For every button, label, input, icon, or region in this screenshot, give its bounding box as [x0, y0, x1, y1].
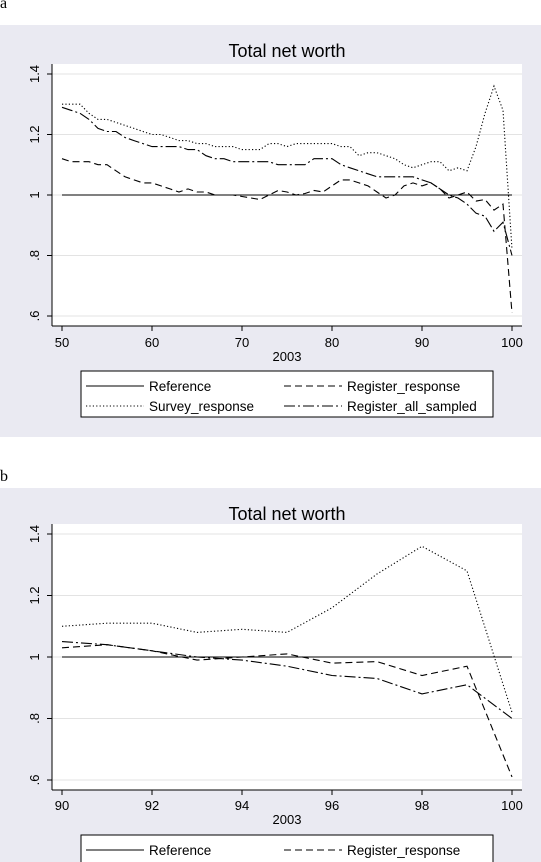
- legend-label: Register_all_sampled: [347, 399, 477, 414]
- chart-a: .6 .8 1 1.2 1.4 50 60 70 80 90 100 Total net worth 2…: [0, 25, 541, 437]
- y-tick-label: 1.4: [27, 65, 42, 83]
- series-line-register-all-sampled: [61, 106, 513, 256]
- series-line-register-response: [61, 158, 513, 314]
- legend-label: Register_response: [347, 843, 460, 858]
- legend-label: Reference: [149, 843, 211, 858]
- x-axis-label: 2003: [273, 812, 302, 827]
- legend-box: [80, 834, 494, 862]
- x-tick-label: 100: [501, 335, 523, 350]
- chart-b: .6 .8 1 1.2 1.4 90 92 94 96 98 100 Total net worth 2…: [0, 488, 541, 862]
- x-axis-label: 2003: [273, 349, 302, 364]
- series-line-survey-response: [61, 545, 513, 713]
- panel-letter-b: b: [0, 468, 8, 485]
- y-tick-label: 1.4: [27, 525, 42, 543]
- legend-box: [80, 370, 494, 418]
- x-tick-label: 98: [415, 798, 429, 813]
- y-tick-label: 1.2: [27, 125, 42, 143]
- chart-title: Total net worth: [228, 41, 345, 61]
- x-tick-label: 92: [145, 798, 159, 813]
- panel-letter-a: a: [0, 0, 8, 12]
- y-tick-label: .6: [27, 775, 42, 786]
- y-tick-label: .6: [27, 311, 42, 322]
- x-tick-label: 60: [145, 335, 159, 350]
- y-tick-label: 1: [27, 653, 42, 660]
- chart-title: Total net worth: [228, 504, 345, 524]
- x-tick-label: 50: [55, 335, 69, 350]
- series-line-survey-response: [62, 84, 513, 250]
- y-tick-label: 1.2: [27, 586, 42, 604]
- legend-label: Register_response: [347, 379, 460, 394]
- x-tick-label: 90: [55, 798, 69, 813]
- x-tick-label: 96: [325, 798, 339, 813]
- y-tick-label: .8: [27, 713, 42, 724]
- y-tick-label: .8: [27, 250, 42, 261]
- x-tick-label: 70: [235, 335, 249, 350]
- x-tick-label: 100: [501, 798, 523, 813]
- series-line-register-all-sampled: [61, 641, 513, 719]
- series-line-register-response: [61, 644, 513, 778]
- x-tick-label: 80: [325, 335, 339, 350]
- x-tick-label: 94: [235, 798, 249, 813]
- legend-label: Survey_response: [149, 399, 254, 414]
- x-tick-label: 90: [415, 335, 429, 350]
- y-tick-label: 1: [27, 191, 42, 198]
- legend-label: Reference: [149, 379, 211, 394]
